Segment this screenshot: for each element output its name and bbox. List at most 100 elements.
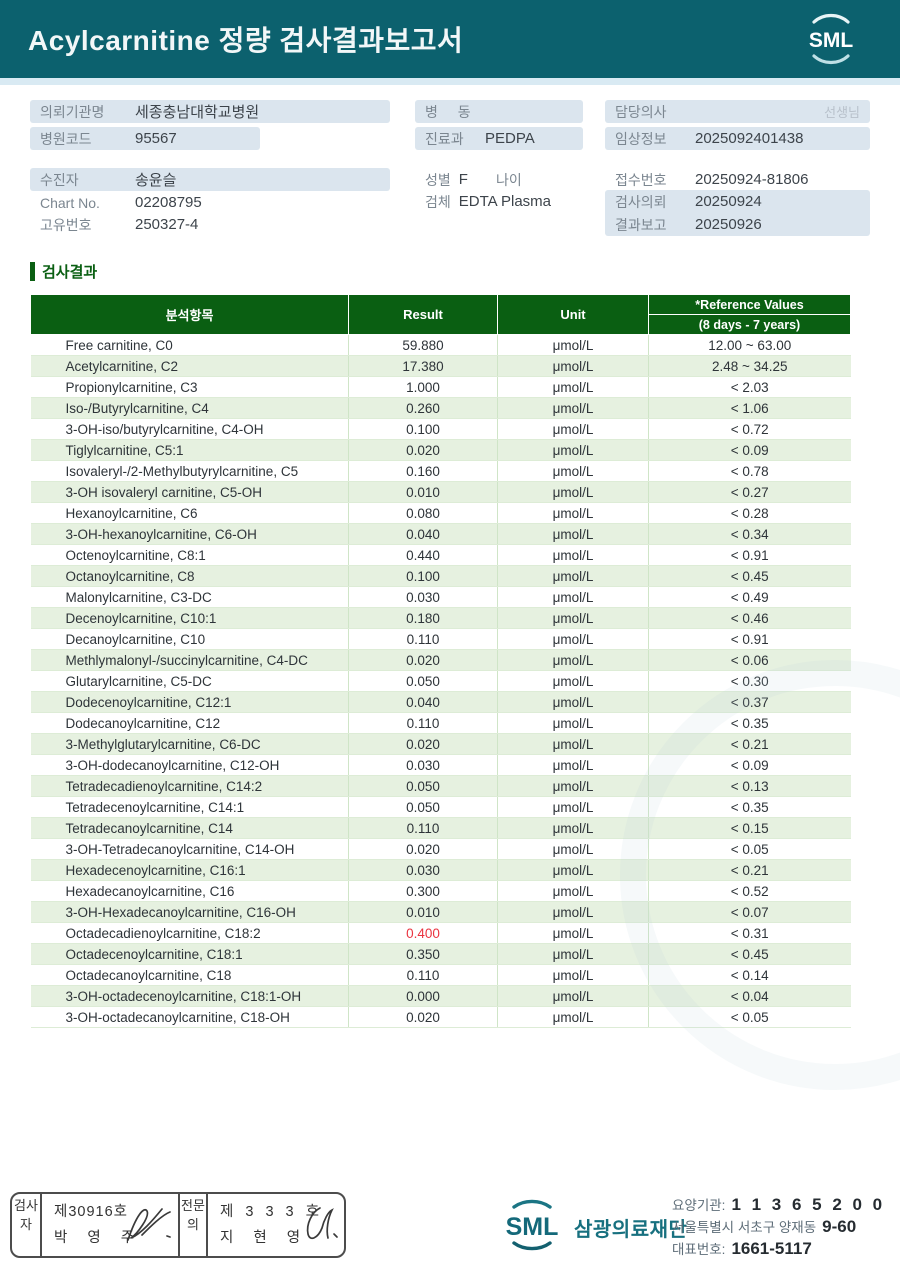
examiner-license-no: 제30916호 xyxy=(54,1204,129,1220)
care-org-line: 요양기관: 1 1 3 6 5 2 0 0 xyxy=(672,1194,887,1216)
cell-unit: μmol/L xyxy=(497,607,649,629)
cell-item: 3-OH-Tetradecanoylcarnitine, C14-OH xyxy=(30,838,349,860)
specialist-label: 전문의 xyxy=(178,1194,208,1256)
cell-result: 0.400 xyxy=(348,922,498,944)
cell-unit: μmol/L xyxy=(497,754,649,776)
cell-item: Isovaleryl-/2-Methylbutyrylcarnitine, C5 xyxy=(30,460,349,482)
cell-unit: μmol/L xyxy=(497,985,649,1007)
cell-result: 0.040 xyxy=(348,691,498,713)
phone-line: 대표번호: 1661-5117 xyxy=(672,1238,887,1260)
cell-result: 1.000 xyxy=(348,376,498,398)
svg-text:SML: SML xyxy=(506,1213,559,1241)
col-header-item: 분석항목 xyxy=(30,294,349,335)
field-value: 02208795 xyxy=(135,194,202,211)
sml-footer-logo-icon: SML xyxy=(498,1196,566,1259)
field-value: F xyxy=(458,171,468,188)
cell-result: 0.050 xyxy=(348,670,498,692)
cell-unit: μmol/L xyxy=(497,418,649,440)
cell-item: Dodecenoylcarnitine, C12:1 xyxy=(30,691,349,713)
cell-item: 3-OH-iso/butyrylcarnitine, C4-OH xyxy=(30,418,349,440)
cell-unit: μmol/L xyxy=(497,586,649,608)
col-header-unit: Unit xyxy=(497,294,649,335)
table-row: Tiglylcarnitine, C5:1 0.020 μmol/L < 0.0… xyxy=(30,439,851,461)
field-sex-age: 성별 F 나이 xyxy=(415,168,605,191)
footer-contact-block: 요양기관: 1 1 3 6 5 2 0 0 서울특별시 서초구 양재동 9-60… xyxy=(672,1194,887,1260)
cell-item: Dodecanoylcarnitine, C12 xyxy=(30,712,349,734)
cell-unit: μmol/L xyxy=(497,733,649,755)
sml-logo-icon: SML xyxy=(800,9,862,74)
cell-result: 0.440 xyxy=(348,544,498,566)
field-value: 20250924 xyxy=(695,193,762,210)
cell-reference: < 0.91 xyxy=(648,628,851,650)
cell-item: Hexadecenoylcarnitine, C16:1 xyxy=(30,859,349,881)
table-row: Octenoylcarnitine, C8:1 0.440 μmol/L < 0… xyxy=(30,544,851,566)
examiner-cell: 제30916호 박 영 주 xyxy=(42,1194,178,1256)
cell-item: 3-OH-hexanoylcarnitine, C6-OH xyxy=(30,523,349,545)
results-table-head: 분석항목 Result Unit *Reference Values (8 da… xyxy=(30,294,851,335)
cell-result: 0.180 xyxy=(348,607,498,629)
table-row: 3-OH isovaleryl carnitine, C5-OH 0.010 μ… xyxy=(30,481,851,503)
field-value: PEDPA xyxy=(485,130,535,147)
report-title: Acylcarnitine 정량 검사결과보고서 xyxy=(28,25,464,56)
results-section-title: 검사결과 xyxy=(30,261,97,282)
cell-reference: 2.48 ~ 34.25 xyxy=(648,355,851,377)
field-value: 20250926 xyxy=(695,216,762,233)
cell-reference: < 0.09 xyxy=(648,439,851,461)
table-row: Glutarylcarnitine, C5-DC 0.050 μmol/L < … xyxy=(30,670,851,692)
field-value: 250327-4 xyxy=(135,216,199,233)
table-row: Iso-/Butyrylcarnitine, C4 0.260 μmol/L <… xyxy=(30,397,851,419)
cell-item: Octenoylcarnitine, C8:1 xyxy=(30,544,349,566)
specialist-license-no: 제 3 3 3 호 xyxy=(220,1204,323,1220)
field-department: 진료과 PEDPA xyxy=(415,127,583,150)
cell-reference: < 0.78 xyxy=(648,460,851,482)
table-row: 3-OH-hexanoylcarnitine, C6-OH 0.040 μmol… xyxy=(30,523,851,545)
cell-item: Methlymalonyl-/succinylcarnitine, C4-DC xyxy=(30,649,349,671)
cell-result: 0.030 xyxy=(348,754,498,776)
field-label: 수진자 xyxy=(40,171,79,188)
cell-item: Glutarylcarnitine, C5-DC xyxy=(30,670,349,692)
cell-item: Tiglylcarnitine, C5:1 xyxy=(30,439,349,461)
cell-item: Tetradecanoylcarnitine, C14 xyxy=(30,817,349,839)
table-row: Octanoylcarnitine, C8 0.100 μmol/L < 0.4… xyxy=(30,565,851,587)
footer-org-name: 삼광의료재단 xyxy=(574,1219,688,1241)
cell-unit: μmol/L xyxy=(497,649,649,671)
field-label: 접수번호 xyxy=(615,171,667,188)
cell-result: 0.110 xyxy=(348,817,498,839)
care-org-number: 1 1 3 6 5 2 0 0 xyxy=(731,1195,886,1214)
cell-result: 0.010 xyxy=(348,481,498,503)
cell-unit: μmol/L xyxy=(497,439,649,461)
cell-result: 0.110 xyxy=(348,964,498,986)
section-bar-icon xyxy=(30,262,35,281)
doctor-honorific: 선생님 xyxy=(824,105,860,120)
field-clinical-info: 임상정보 2025092401438 xyxy=(605,127,870,150)
field-specimen: 검체 EDTA Plasma xyxy=(415,190,605,213)
field-value: 95567 xyxy=(135,130,177,147)
col-header-reference-range: (8 days - 7 years) xyxy=(648,314,851,335)
cell-item: 3-OH-Hexadecanoylcarnitine, C16-OH xyxy=(30,901,349,923)
field-label: 결과보고 xyxy=(615,216,667,233)
field-label: 고유번호 xyxy=(40,216,92,233)
address-line: 서울특별시 서초구 양재동 9-60 xyxy=(672,1216,887,1238)
cell-unit: μmol/L xyxy=(497,523,649,545)
field-requesting-org: 의뢰기관명 세종충남대학교병원 xyxy=(30,100,390,123)
cell-item: Tetradecadienoylcarnitine, C14:2 xyxy=(30,775,349,797)
cell-unit: μmol/L xyxy=(497,544,649,566)
cell-result: 0.260 xyxy=(348,397,498,419)
cell-result: 0.030 xyxy=(348,586,498,608)
cell-reference: < 0.91 xyxy=(648,544,851,566)
cell-unit: μmol/L xyxy=(497,460,649,482)
cell-result: 0.020 xyxy=(348,733,498,755)
field-patient-name: 수진자 송윤슬 xyxy=(30,168,390,191)
field-label: 성별 xyxy=(425,171,451,188)
cell-unit: μmol/L xyxy=(497,859,649,881)
field-value: EDTA Plasma xyxy=(458,193,552,210)
cell-unit: μmol/L xyxy=(497,397,649,419)
cell-result: 59.880 xyxy=(348,334,498,356)
field-doctor: 담당의사 선생님 xyxy=(605,100,870,123)
examiner-name: 박 영 주 xyxy=(54,1230,143,1246)
phone-number: 1661-5117 xyxy=(731,1239,812,1258)
footer-logo: SML 삼광의료재단 xyxy=(498,1196,687,1259)
cell-result: 0.100 xyxy=(348,418,498,440)
report-header: Acylcarnitine 정량 검사결과보고서 SML xyxy=(0,0,900,78)
phone-label: 대표번호: xyxy=(672,1242,726,1257)
